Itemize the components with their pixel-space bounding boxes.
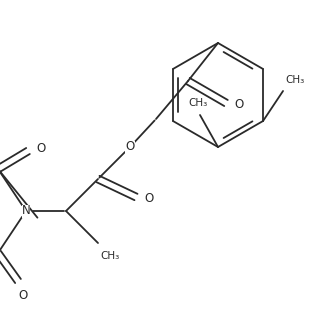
Text: CH₃: CH₃ [285, 75, 304, 85]
Text: CH₃: CH₃ [100, 251, 119, 261]
Text: O: O [144, 193, 153, 205]
Text: O: O [18, 289, 28, 302]
Text: CH₃: CH₃ [188, 98, 208, 108]
Text: O: O [126, 141, 135, 153]
Text: O: O [234, 99, 243, 111]
Text: O: O [36, 142, 45, 154]
Text: N: N [22, 204, 30, 218]
